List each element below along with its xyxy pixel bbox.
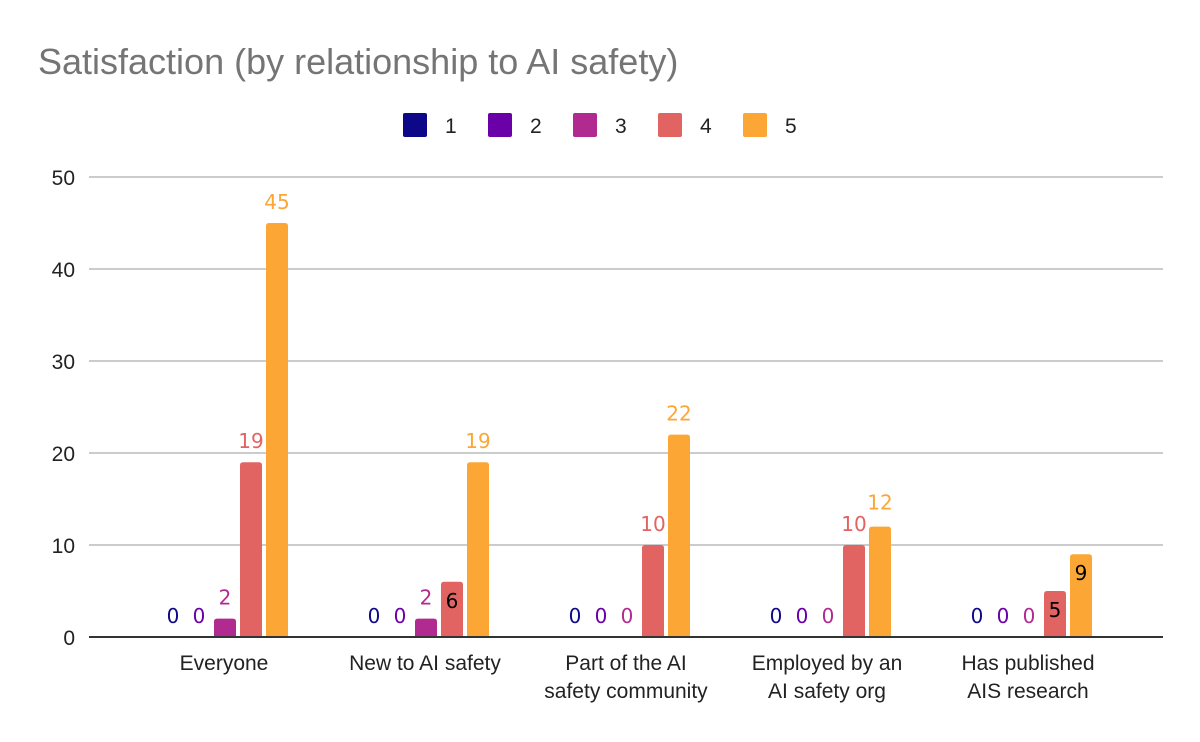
x-category-label: Everyone (180, 652, 269, 675)
data-label: 5 (1049, 598, 1062, 622)
bar-4 (240, 462, 262, 637)
legend-swatch-3 (573, 113, 597, 137)
data-label: 10 (841, 512, 866, 536)
x-category-label: Employed by an AI safety org (752, 652, 903, 703)
chart-title: Satisfaction (by relationship to AI safe… (38, 41, 678, 82)
data-label: 0 (796, 604, 809, 628)
legend-label-3: 3 (615, 115, 627, 138)
data-label: 0 (595, 604, 608, 628)
data-label: 0 (193, 604, 206, 628)
bar-3 (415, 618, 437, 637)
bar-5 (467, 462, 489, 637)
legend: 1 2 3 4 5 (403, 113, 797, 138)
bar-5 (668, 434, 690, 637)
x-category-label: New to AI safety (349, 652, 501, 675)
data-label: 19 (465, 429, 490, 453)
data-label: 0 (569, 604, 582, 628)
data-label: 12 (867, 491, 892, 515)
y-tick-label: 20 (52, 443, 75, 466)
data-label: 22 (666, 402, 691, 426)
y-tick-label: 30 (52, 351, 75, 374)
data-label: 0 (822, 604, 835, 628)
legend-label-1: 1 (445, 115, 457, 138)
data-label: 6 (446, 589, 459, 613)
y-tick-label: 40 (52, 259, 75, 282)
data-label: 0 (770, 604, 783, 628)
x-category-label: Has published AIS research (961, 652, 1094, 703)
data-label: 0 (368, 604, 381, 628)
bars (89, 223, 1163, 638)
y-tick-label: 10 (52, 535, 75, 558)
data-label: 0 (167, 604, 180, 628)
y-tick-label: 0 (63, 627, 75, 650)
legend-label-5: 5 (785, 115, 797, 138)
legend-swatch-5 (743, 113, 767, 137)
legend-label-2: 2 (530, 115, 542, 138)
bar-5 (869, 526, 891, 637)
data-label: 19 (238, 429, 263, 453)
legend-swatch-1 (403, 113, 427, 137)
x-category-label: Part of the AI safety community (544, 652, 708, 703)
legend-swatch-2 (488, 113, 512, 137)
legend-label-4: 4 (700, 115, 712, 138)
data-label: 0 (621, 604, 634, 628)
bar-4 (642, 545, 664, 637)
bar-4 (843, 545, 865, 637)
bar-3 (214, 618, 236, 637)
bar-4 (1044, 591, 1066, 637)
data-label: 0 (394, 604, 407, 628)
legend-swatch-4 (658, 113, 682, 137)
data-label: 2 (219, 586, 232, 610)
y-tick-label: 50 (52, 167, 75, 190)
data-label: 45 (264, 190, 289, 214)
data-label: 0 (971, 604, 984, 628)
bar-5 (266, 223, 288, 637)
y-axis: 0 10 20 30 40 50 (52, 167, 75, 650)
data-label: 9 (1075, 561, 1088, 585)
data-label: 0 (1023, 604, 1036, 628)
data-label: 0 (997, 604, 1010, 628)
x-axis: Everyone New to AI safety Part of the AI sa… (180, 652, 1095, 703)
bar-5 (1070, 554, 1092, 637)
bar-4 (441, 581, 463, 637)
data-label: 10 (640, 512, 665, 536)
data-label: 2 (420, 586, 433, 610)
